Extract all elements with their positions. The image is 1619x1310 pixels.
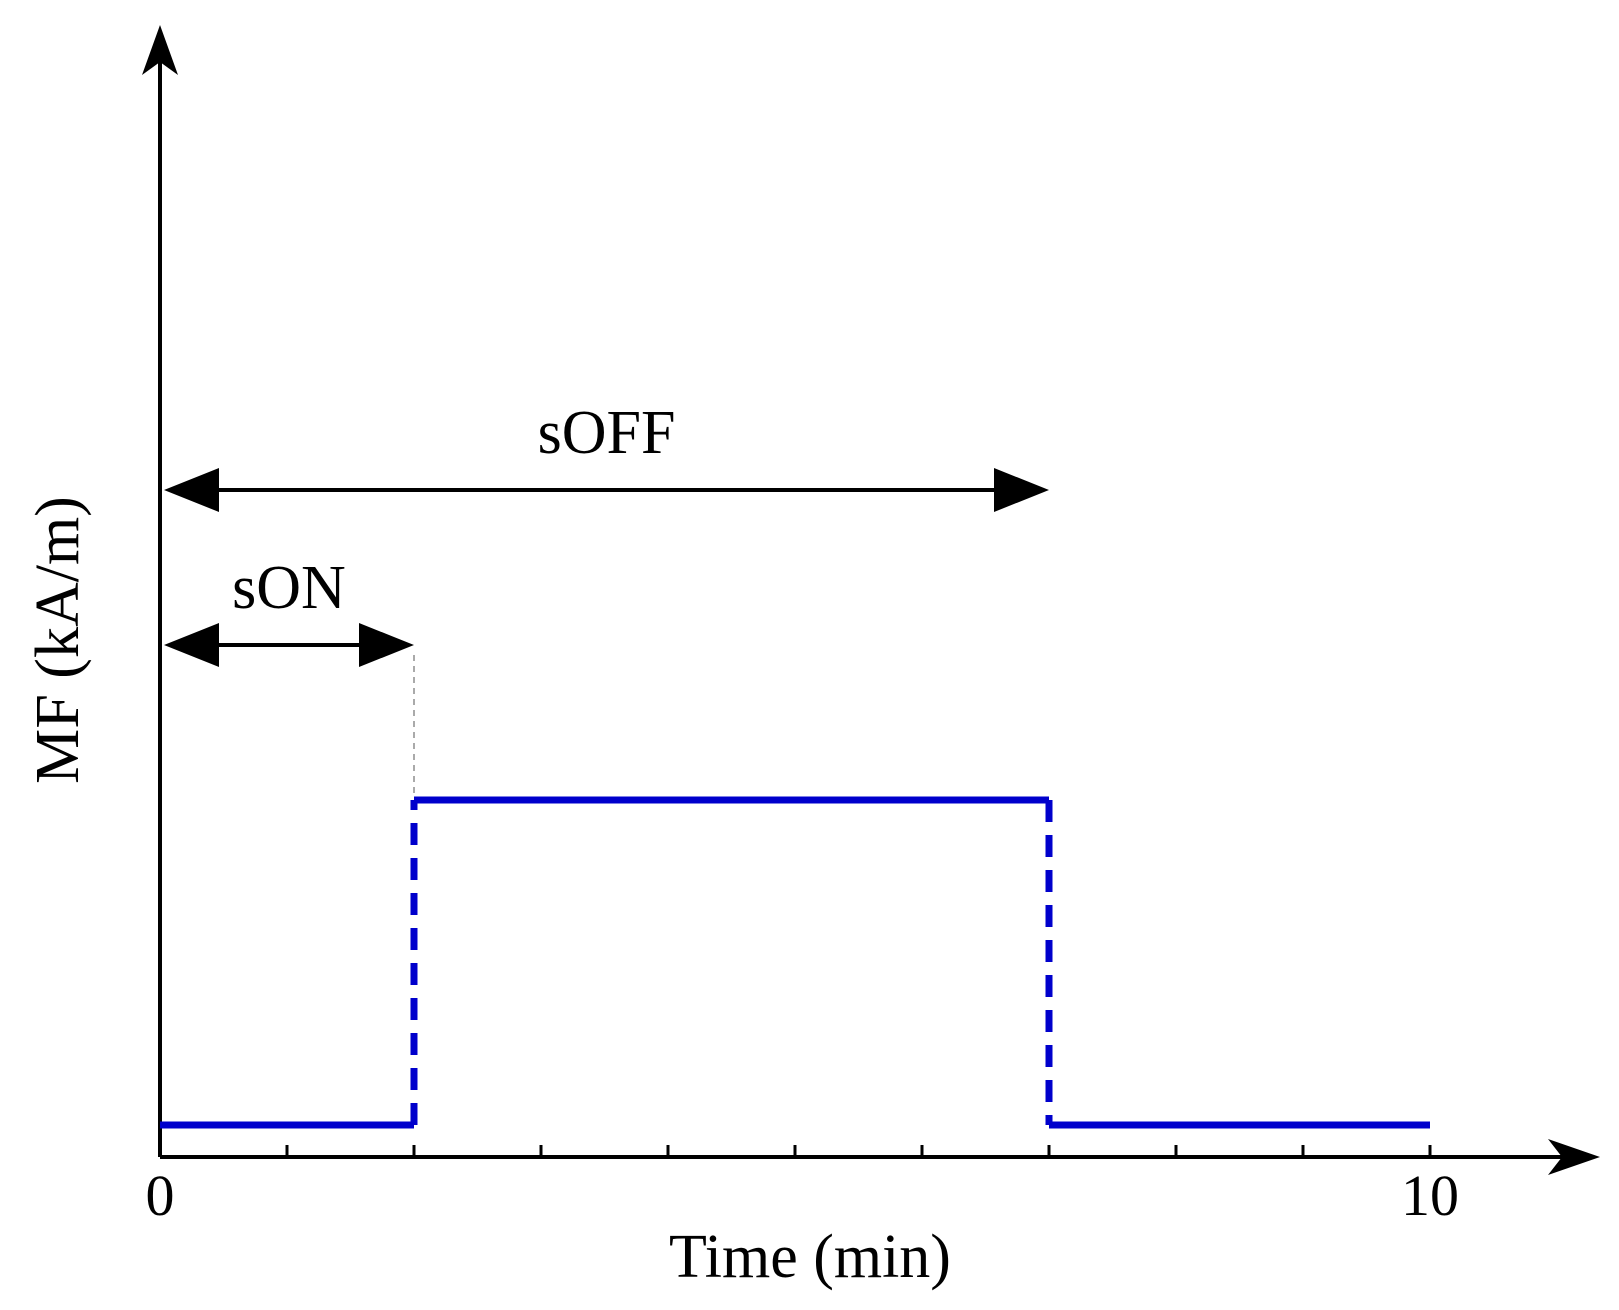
annotation-arrowhead-left	[164, 468, 219, 512]
annotation-arrowhead-right	[359, 623, 414, 667]
series-layer	[160, 796, 1430, 1129]
axes	[142, 25, 1600, 1175]
annotation-arrowhead-right	[994, 468, 1049, 512]
annotation-label: sON	[232, 554, 346, 622]
x-tick-label: 10	[1401, 1163, 1459, 1228]
annotation-arrowhead-left	[164, 623, 219, 667]
annotation-layer: sON sOFF	[164, 399, 1049, 794]
y-axis-label: MF (kA/m)	[24, 496, 92, 784]
x-tick-label: 0	[146, 1163, 175, 1228]
annotation-label: sOFF	[538, 399, 676, 467]
x-axis-arrowhead	[1548, 1139, 1600, 1175]
x-ticks: 0 10	[146, 1145, 1459, 1228]
x-axis-label: Time (min)	[669, 1223, 951, 1291]
y-axis-arrowhead	[142, 25, 178, 75]
